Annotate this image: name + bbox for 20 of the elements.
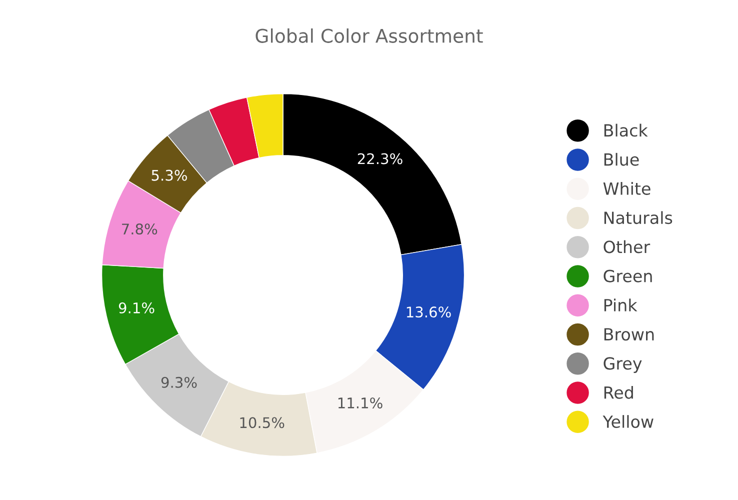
legend-label: Brown <box>604 328 654 341</box>
legend-label: Yellow <box>602 415 654 428</box>
data-label: 22.3% <box>358 153 402 164</box>
data-label: 9.1% <box>118 302 154 314</box>
legend-label: White <box>603 182 650 195</box>
legend-label: Green <box>604 270 652 282</box>
chart-title: Global Color Assortment <box>256 28 483 43</box>
data-label: 13.6% <box>406 306 451 318</box>
data-label: 11.1% <box>338 397 382 408</box>
data-label: 5.3% <box>152 170 187 181</box>
legend-label: Blue <box>604 152 639 166</box>
data-label: 10.5% <box>240 417 284 428</box>
legend-label: Black <box>604 124 648 137</box>
data-label: 7.8% <box>122 224 158 235</box>
legend-label: Naturals <box>604 211 672 224</box>
legend-label: Grey <box>604 357 642 373</box>
legend-label: Other <box>604 240 650 254</box>
data-label: 9.3% <box>161 376 197 388</box>
legend-label: Pink <box>604 298 638 312</box>
legend-label: Red <box>604 386 633 399</box>
